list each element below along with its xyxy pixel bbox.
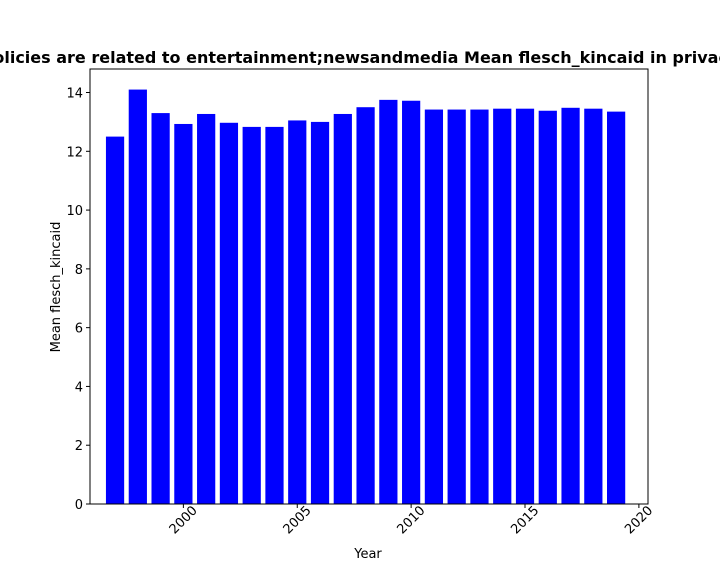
plot-frame [89,68,649,505]
bar-2019 [607,111,626,505]
bar-2010 [402,100,421,505]
bar-2001 [197,113,216,504]
bars-group [105,89,626,505]
x-tick-label: 2015 [508,503,542,537]
bar-1998 [128,89,147,504]
y-tick-label: 12 [66,145,83,160]
bar-2007 [333,113,352,504]
bar-2016 [538,110,557,505]
y-axis-ticks: 0 2 4 6 8 10 12 14 [66,87,90,513]
bar-2017 [561,107,580,504]
bar-2015 [515,108,535,505]
bar-1999 [151,113,170,505]
bar-2004 [265,126,284,504]
x-tick-label: 2020 [622,503,656,537]
bar-1997 [105,136,125,504]
y-tick-label: 6 [75,322,83,337]
bar-2006 [310,121,330,505]
x-tick-label: 2005 [281,503,315,537]
bar-2014 [493,108,512,505]
y-tick-label: 4 [75,380,83,395]
y-tick-label: 2 [75,439,83,454]
bar-2009 [379,99,398,505]
bar-2011 [424,109,444,504]
y-tick-label: 8 [75,263,83,278]
x-axis-ticks: 2000 2005 2010 2015 2020 [167,503,657,537]
bar-2018 [584,108,603,505]
bar-2005 [288,120,307,504]
chart-title: Policies are related to entertainment;ne… [0,48,720,67]
bar-2013 [470,109,489,504]
bar-2003 [242,126,261,504]
bar-2008 [356,107,375,504]
y-tick-label: 14 [66,87,83,102]
y-tick-label: 10 [66,204,83,219]
x-tick-label: 2000 [167,503,201,537]
y-axis-label: Mean flesch_kincaid [49,222,64,353]
bar-2000 [174,123,193,505]
bar-2012 [447,109,466,504]
bar-2002 [219,122,239,504]
y-tick-label: 0 [75,498,83,513]
x-axis-label: Year [353,547,382,562]
x-tick-label: 2010 [394,503,428,537]
